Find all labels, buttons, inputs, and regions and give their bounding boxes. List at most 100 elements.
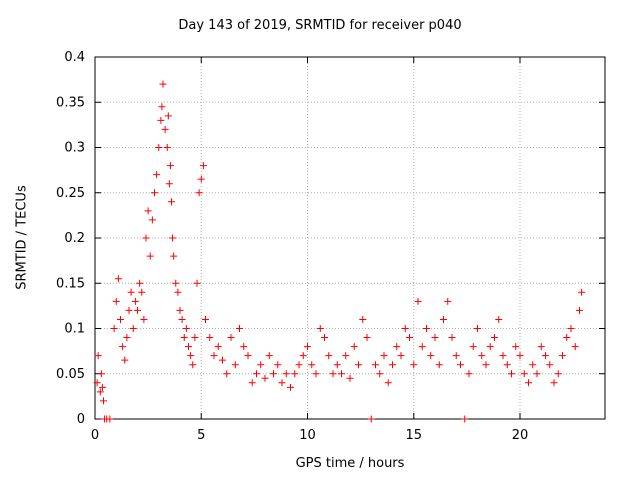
data-point (495, 315, 503, 323)
data-point (195, 189, 203, 197)
data-point (165, 180, 173, 188)
data-point (274, 361, 282, 369)
data-point (499, 352, 507, 360)
data-point (240, 343, 248, 351)
data-point (172, 279, 180, 287)
data-point (155, 144, 163, 151)
data-point (93, 379, 101, 387)
data-point (512, 343, 520, 351)
data-point (295, 361, 303, 369)
data-point (576, 306, 583, 314)
data-point (257, 361, 265, 369)
data-point (159, 80, 167, 88)
data-point (444, 297, 452, 305)
data-point (151, 189, 158, 197)
y-tick-label: 0.15 (56, 276, 85, 291)
x-tick-label: 10 (299, 428, 316, 443)
data-point (114, 275, 122, 283)
data-point (214, 343, 222, 351)
data-point (554, 370, 562, 378)
data-point (112, 297, 120, 305)
x-tick-label: 20 (512, 428, 529, 443)
data-point (563, 334, 571, 342)
data-point (157, 116, 165, 124)
data-point (491, 334, 498, 342)
data-point (153, 171, 161, 179)
data-point (282, 370, 290, 378)
y-tick-label: 0 (77, 412, 85, 427)
data-point (131, 297, 139, 305)
data-point (355, 361, 362, 369)
data-point (125, 306, 133, 314)
data-point (325, 352, 333, 360)
data-point (537, 343, 545, 351)
data-point (418, 343, 426, 351)
data-point (121, 356, 129, 364)
data-point (452, 352, 460, 360)
data-point (410, 361, 418, 369)
data-point (94, 352, 102, 360)
data-point (461, 415, 469, 423)
y-tick-label: 0.25 (56, 186, 85, 201)
data-point (199, 162, 207, 170)
data-point (520, 370, 528, 378)
data-point (440, 315, 447, 323)
data-point (525, 379, 532, 387)
data-point (180, 334, 188, 342)
data-point (406, 334, 413, 342)
data-point (100, 397, 107, 405)
data-point (97, 370, 105, 378)
data-point (367, 415, 375, 423)
data-point (106, 415, 114, 423)
data-point (321, 334, 328, 342)
data-point (478, 352, 486, 360)
data-point (312, 370, 320, 378)
data-point (414, 297, 422, 305)
data-point (134, 306, 141, 314)
data-point (359, 315, 367, 323)
data-point (189, 361, 197, 369)
data-point (197, 175, 205, 183)
data-point (158, 103, 166, 111)
data-point (465, 370, 473, 378)
data-point (127, 288, 135, 296)
x-axis-label: GPS time / hours (295, 456, 405, 471)
data-point (187, 352, 195, 360)
data-point (170, 252, 178, 260)
data-point (397, 352, 405, 360)
data-point (182, 325, 190, 332)
data-point (96, 388, 104, 396)
data-point (142, 234, 150, 242)
data-point (227, 334, 235, 342)
data-point (123, 334, 131, 342)
data-point (401, 325, 409, 332)
data-point (176, 306, 184, 314)
data-point (376, 370, 384, 378)
y-tick-label: 0.3 (64, 141, 85, 156)
y-tick-label: 0.05 (56, 367, 85, 382)
data-point (578, 288, 586, 296)
data-point (169, 234, 177, 242)
data-point (308, 361, 316, 369)
data-point (148, 216, 156, 224)
data-point (389, 361, 396, 369)
data-point (372, 361, 379, 369)
data-point (193, 279, 201, 287)
data-point (278, 379, 286, 387)
data-point (138, 288, 146, 296)
data-point (508, 370, 515, 378)
data-point (380, 352, 388, 360)
data-point (333, 361, 341, 369)
data-point (533, 370, 541, 378)
data-point (342, 352, 350, 360)
data-point (117, 315, 124, 323)
data-point (423, 325, 430, 332)
data-point (248, 379, 256, 387)
data-point (161, 125, 169, 133)
data-point (206, 334, 214, 342)
data-point (231, 361, 239, 369)
data-point (529, 361, 537, 369)
chart-title: Day 143 of 2019, SRMTID for receiver p04… (178, 18, 462, 33)
data-point (136, 279, 144, 287)
data-point (261, 374, 269, 382)
